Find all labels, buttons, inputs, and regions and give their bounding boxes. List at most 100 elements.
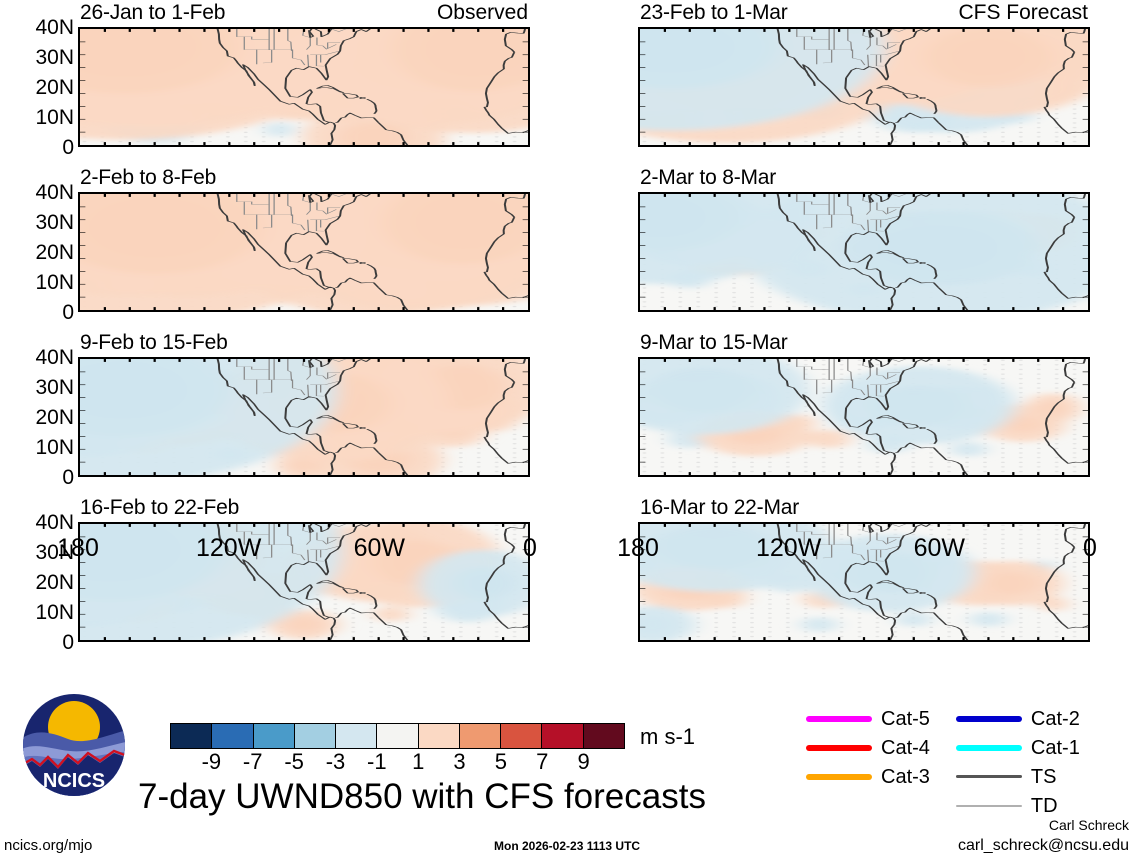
lat-tick-label: 0 [62, 466, 74, 489]
colorbar-bin-8 [501, 724, 543, 748]
legend-item-cat-4: Cat-4 [806, 735, 930, 760]
colorbar-tick-0: -9 [201, 749, 222, 774]
colorbar [170, 723, 625, 749]
legend-line-swatch [955, 744, 1022, 751]
legend-item-ts: TS [955, 764, 1080, 789]
colorbar-bin-1 [212, 724, 254, 748]
legend-item-cat-2: Cat-2 [955, 706, 1080, 731]
timestamp-label: Mon 2026-02-23 1113 UTC [494, 839, 641, 853]
panel-title-obs-2: 2-Feb to 8-Feb [80, 166, 217, 189]
colorbar-bin-2 [253, 724, 295, 748]
lat-tick-label: 40N [35, 181, 74, 204]
panel-title-obs-3: 9-Feb to 15-Feb [80, 331, 228, 354]
map-frame-cfs-1 [638, 27, 1090, 147]
colorbar-bin-6 [418, 724, 460, 748]
panel-title-obs-1: 26-Jan to 1-Feb [80, 1, 226, 24]
lat-tick-label: 30N [35, 541, 74, 564]
lat-tick-label: 20N [35, 76, 74, 99]
map-canvas-obs-3 [80, 359, 528, 475]
legend-label: Cat-3 [881, 765, 930, 788]
map-frame-obs-3 [78, 357, 530, 477]
map-frame-cfs-4 [638, 522, 1090, 642]
lon-tick-label: 120W [196, 534, 262, 562]
longitude-axis-cfs-4: 180 120W 60W 0 [617, 534, 1097, 566]
legend-line-swatch [955, 804, 1022, 807]
map-panel-cfs-2: 2-Mar to 8-Mar [638, 167, 1090, 312]
author-email-label: carl_schreck@ncsu.edu [958, 837, 1129, 854]
colorbar-bin-0 [171, 724, 213, 748]
colorbar-tick-2: -5 [284, 749, 304, 774]
legend-label: Cat-4 [881, 736, 930, 759]
lat-tick-label: 40N [35, 16, 74, 39]
legend-line-swatch [806, 744, 872, 751]
map-canvas-obs-1 [80, 29, 528, 145]
colorbar-units-label: m s-1 [640, 724, 695, 749]
colorbar-bin-5 [377, 724, 419, 748]
legend-label: TD [1030, 794, 1058, 817]
lat-tick-label: 10N [35, 601, 74, 624]
legend-label: TS [1030, 765, 1057, 788]
legend-column-right: Cat-2 Cat-1 TS TD [955, 706, 1080, 818]
legend-item-cat-3: Cat-3 [806, 764, 930, 789]
longitude-axis-obs-4: 180 120W 60W 0 [57, 534, 537, 566]
map-panel-obs-2: 2-Feb to 8-Feb 40N 30N 20N 10N 0 [35, 167, 530, 323]
ncics-logo-text: NCICS [43, 770, 105, 792]
colorbar-tick-3: -3 [325, 749, 346, 774]
legend-column-left: Cat-5 Cat-4 Cat-3 [806, 706, 930, 818]
map-panel-obs-4: 16-Feb to 22-Feb 40N 30N 20N 10N 0 180 120W 60W 0 [35, 497, 537, 653]
map-canvas-cfs-1 [640, 29, 1088, 145]
lat-tick-label: 20N [35, 571, 74, 594]
lat-tick-label: 10N [35, 436, 74, 459]
lat-tick-label: 20N [35, 241, 74, 264]
panel-title-cfs-1: 23-Feb to 1-Mar [640, 1, 788, 24]
map-canvas-cfs-4 [640, 524, 1088, 640]
map-frame-obs-1 [78, 27, 530, 147]
lat-tick-label: 0 [62, 136, 74, 159]
map-panel-cfs-3: 9-Mar to 15-Mar [638, 332, 1090, 477]
panel-title-obs-4: 16-Feb to 22-Feb [80, 496, 240, 519]
panel-title-cfs-3: 9-Mar to 15-Mar [640, 331, 788, 354]
lon-tick-label: 60W [353, 534, 406, 562]
lon-tick-label: 0 [1083, 534, 1097, 562]
map-panel-cfs-1: 23-Feb to 1-Mar CFS Forecast [638, 2, 1090, 147]
legend-line-swatch [955, 775, 1022, 778]
lat-tick-label: 0 [62, 631, 74, 654]
map-canvas-cfs-3 [640, 359, 1088, 475]
legend-line-swatch [806, 773, 872, 780]
legend-label: Cat-1 [1030, 736, 1080, 759]
panel-column-header-obs-1: Observed [436, 1, 528, 24]
lon-tick-label: 60W [913, 534, 966, 562]
colorbar-bin-4 [336, 724, 378, 748]
colorbar-bin-10 [583, 724, 624, 748]
lat-tick-label: 30N [35, 376, 74, 399]
site-url-label: ncics.org/mjo [4, 837, 93, 854]
colorbar-bin-7 [459, 724, 502, 748]
map-panel-obs-1: 26-Jan to 1-Feb Observed 40N 30N 20N 10N 0 [35, 2, 530, 158]
colorbar-tick-6: 3 [453, 749, 466, 774]
colorbar-tick-1: -7 [242, 749, 263, 774]
page-title: 7-day UWND850 with CFS forecasts [138, 777, 706, 816]
storm-category-legend: Cat-5 Cat-4 Cat-3 Cat-2 Cat-1 TS TD [806, 706, 1131, 818]
map-canvas-cfs-2 [640, 194, 1088, 310]
colorbar-tick-5: 1 [412, 749, 425, 774]
lat-tick-label: 0 [62, 301, 74, 324]
legend-line-swatch [806, 715, 872, 722]
lon-tick-label: 180 [57, 534, 99, 562]
panel-title-cfs-2: 2-Mar to 8-Mar [640, 166, 777, 189]
legend-label: Cat-2 [1030, 707, 1080, 730]
colorbar-group: -9 -7 -5 -3 -1 1 3 5 7 9 m s-1 [170, 723, 695, 777]
colorbar-tick-4: -1 [367, 749, 387, 774]
colorbar-tick-9: 9 [577, 749, 590, 774]
colorbar-bin-3 [294, 724, 337, 748]
lat-tick-label: 10N [35, 106, 74, 129]
map-frame-obs-2 [78, 192, 530, 312]
legend-item-cat-5: Cat-5 [806, 706, 930, 731]
lat-tick-label: 30N [35, 46, 74, 69]
map-canvas-obs-2 [80, 194, 528, 310]
legend-item-cat-1: Cat-1 [955, 735, 1080, 760]
map-frame-cfs-3 [638, 357, 1090, 477]
legend-label: Cat-5 [881, 707, 930, 730]
ncics-logo: NCICS [22, 693, 126, 797]
colorbar-tick-7: 5 [494, 749, 508, 774]
map-frame-cfs-2 [638, 192, 1090, 312]
